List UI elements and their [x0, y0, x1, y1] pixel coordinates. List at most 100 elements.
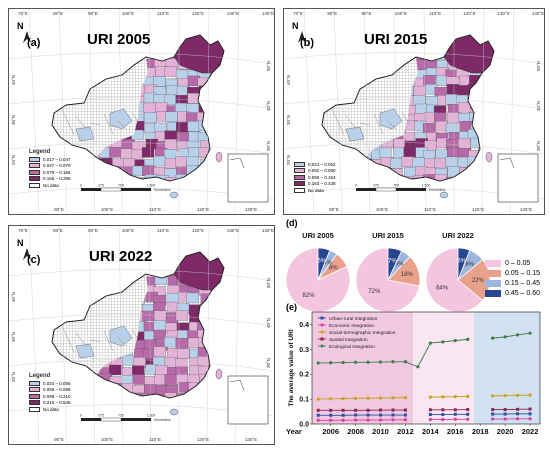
boundary-line	[117, 337, 127, 347]
graticule-line	[58, 226, 68, 444]
province-cell	[434, 157, 447, 169]
scale-number: 750	[118, 184, 124, 188]
legend-swatch	[294, 168, 305, 174]
province-cell	[489, 35, 494, 44]
legend-swatch	[29, 176, 40, 182]
province-cell	[96, 167, 103, 178]
province-cell	[176, 183, 188, 193]
province-cell	[175, 338, 189, 349]
province-cell	[209, 301, 222, 312]
legend-label: Ecological Integration	[329, 344, 375, 350]
island-hainan	[169, 191, 179, 199]
data-point	[416, 365, 420, 369]
province-cell	[197, 394, 210, 398]
legend-swatch	[29, 380, 40, 386]
province-cell	[219, 102, 224, 114]
province-cell	[458, 102, 471, 113]
pie-title: URI 2015	[372, 231, 404, 240]
graticule-line	[148, 226, 152, 444]
province-cell	[98, 373, 112, 384]
province-cell	[142, 165, 155, 176]
tick-label-top: 130°E	[227, 11, 239, 16]
data-point	[428, 408, 432, 412]
boundary-line	[89, 122, 101, 126]
province-cell	[221, 293, 224, 304]
tick-label-right: 50°N	[536, 61, 541, 71]
data-point	[528, 412, 532, 416]
province-cell	[110, 277, 123, 289]
boundary-line	[75, 115, 88, 131]
x-tick-label: 2012	[397, 427, 414, 436]
tick-label-right: 40°N	[266, 101, 271, 111]
data-point	[466, 412, 470, 416]
tick-label-bottom: 130°E	[520, 207, 532, 212]
graticule-line	[88, 9, 96, 214]
province-cell	[208, 77, 221, 88]
x-tick-label: 2008	[347, 427, 364, 436]
data-point	[366, 408, 370, 412]
province-cell	[198, 94, 211, 105]
data-point	[341, 397, 345, 401]
data-point	[366, 413, 370, 417]
pie-slice-label: 8%	[465, 262, 474, 268]
province-cell	[109, 147, 122, 158]
pie-legend-swatch	[485, 259, 501, 267]
legend-row: 0.156 – 0.295	[29, 176, 71, 183]
legend-row: 0.099 – 0.210	[29, 393, 71, 400]
legend-swatch	[29, 400, 40, 406]
graticule-line	[148, 9, 152, 214]
province-cell	[222, 58, 224, 70]
boundary-line	[359, 122, 371, 126]
province-cell	[131, 149, 144, 160]
province-cell	[153, 155, 167, 167]
province-cell	[164, 374, 177, 385]
data-point	[391, 408, 395, 412]
pie-slice-label: 8%	[329, 265, 338, 271]
province-cell	[221, 35, 224, 43]
map-border	[51, 251, 225, 399]
province-cell	[164, 257, 177, 268]
data-point	[428, 395, 432, 399]
legend-row: 0.021 – 0.052	[294, 161, 336, 168]
province-cell	[111, 50, 124, 61]
data-point	[391, 418, 395, 422]
data-point	[379, 408, 383, 412]
island-taiwan	[215, 151, 223, 163]
tick-label-right: 50°N	[266, 278, 271, 288]
legend-label: 0.079 – 0.156	[43, 169, 71, 175]
legend-label: Economic Integration	[329, 323, 374, 329]
province-cell	[143, 102, 156, 114]
province-cell	[492, 85, 494, 96]
data-point	[378, 418, 383, 422]
scale-number: 375	[98, 414, 104, 418]
x-axis-label: Year	[286, 427, 302, 436]
pie-slice-label: 4%	[323, 261, 332, 267]
boundary-line	[387, 120, 397, 130]
scale-segment	[81, 418, 101, 421]
province-cell	[198, 187, 210, 197]
map-border	[321, 34, 495, 182]
graticule-line	[206, 9, 210, 214]
tick-label-top: 130°E	[227, 228, 239, 233]
plot-frame	[311, 311, 541, 425]
province-cell	[122, 393, 135, 398]
pie-legend-row: 0 – 0.05	[485, 258, 540, 268]
north-arrow	[23, 248, 31, 260]
data-point	[428, 417, 432, 422]
province-cell	[222, 76, 224, 87]
data-point	[354, 360, 358, 364]
x-tick-label: 2022	[522, 427, 539, 436]
tick-label-left: 20°N	[11, 372, 16, 382]
data-point	[403, 418, 408, 422]
legend-swatch	[29, 406, 40, 412]
data-point	[341, 408, 345, 412]
graticule-line	[9, 97, 274, 110]
province-cell	[479, 86, 492, 97]
province-cell	[210, 329, 223, 340]
graticule-line	[58, 9, 68, 214]
tick-label-top: 80°E	[53, 11, 63, 16]
legend-swatch	[294, 181, 305, 187]
data-point	[391, 396, 395, 400]
province-cell	[470, 183, 482, 193]
